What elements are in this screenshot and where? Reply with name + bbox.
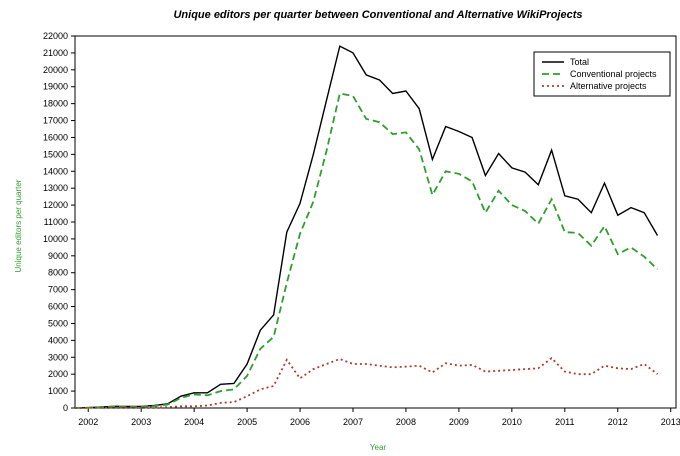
series-line-total <box>74 45 659 409</box>
y-tick-label: 9000 <box>48 251 68 261</box>
x-tick-label: 2002 <box>78 417 98 427</box>
y-tick-label: 8000 <box>48 268 68 278</box>
x-tick-label: 2010 <box>502 417 522 427</box>
x-tick-label: 2004 <box>184 417 204 427</box>
y-tick-label: 16000 <box>43 132 68 142</box>
y-tick-label: 0 <box>63 403 68 413</box>
y-tick-label: 12000 <box>43 200 68 210</box>
chart-title: Unique editors per quarter between Conve… <box>173 9 582 21</box>
series-line-alternative-projects <box>74 356 659 409</box>
y-tick-label: 3000 <box>48 352 68 362</box>
x-axis-label: Year <box>370 443 387 452</box>
series-line-conventional-projects <box>74 92 659 409</box>
legend-entry: Total <box>570 57 589 67</box>
y-tick-label: 17000 <box>43 116 68 126</box>
x-tick-label: 2003 <box>131 417 151 427</box>
legend: Total Conventional projects Alternative pr… <box>533 51 671 97</box>
x-tick-label: 2013 <box>661 417 680 427</box>
legend-entry: Conventional projects <box>570 69 657 79</box>
x-tick-label: 2007 <box>343 417 363 427</box>
y-tick-label: 4000 <box>48 335 68 345</box>
y-tick-label: 14000 <box>43 166 68 176</box>
y-tick-label: 7000 <box>48 285 68 295</box>
y-tick-label: 22000 <box>43 31 68 41</box>
y-axis-label: Unique editors per quarter <box>14 179 23 272</box>
x-tick-label: 2005 <box>237 417 257 427</box>
y-tick-label: 2000 <box>48 369 68 379</box>
y-tick-label: 19000 <box>43 82 68 92</box>
x-tick-label: 2008 <box>396 417 416 427</box>
y-tick-label: 20000 <box>43 65 68 75</box>
y-tick-label: 5000 <box>48 318 68 328</box>
y-tick-label: 13000 <box>43 183 68 193</box>
y-tick-label: 11000 <box>44 217 68 227</box>
x-tick-label: 2011 <box>555 417 574 427</box>
y-tick-label: 10000 <box>43 234 68 244</box>
y-tick-label: 15000 <box>43 149 68 159</box>
y-tick-label: 21000 <box>43 48 68 58</box>
x-tick-label: 2009 <box>449 417 469 427</box>
x-tick-label: 2006 <box>290 417 310 427</box>
y-tick-label: 6000 <box>48 302 68 312</box>
y-tick-label: 1000 <box>48 386 68 396</box>
x-tick-label: 2012 <box>608 417 628 427</box>
y-tick-label: 18000 <box>43 99 68 109</box>
legend-entry: Alternative projects <box>570 81 647 91</box>
